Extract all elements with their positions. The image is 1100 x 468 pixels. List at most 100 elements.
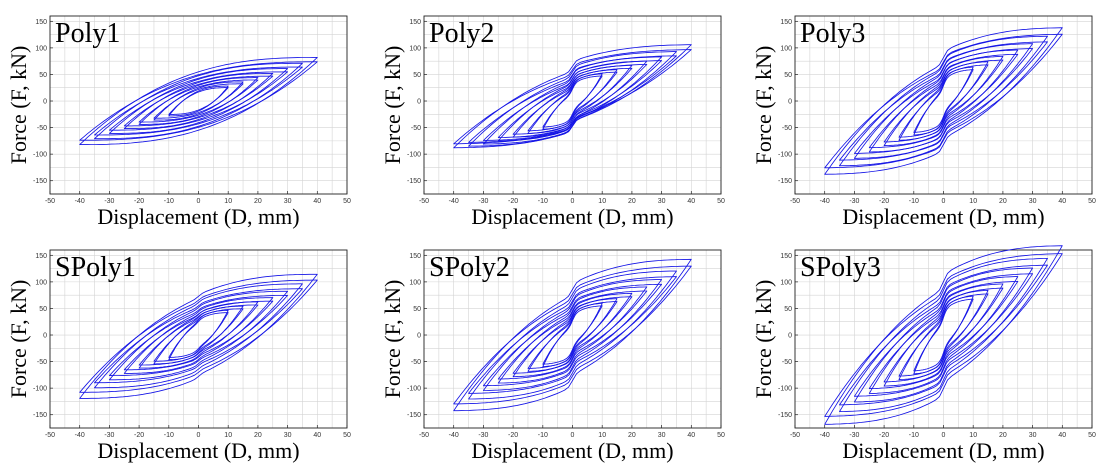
x-tick-label: -10 [164,198,174,205]
x-tick-label: -40 [75,432,85,439]
y-tick-label: 50 [39,306,47,313]
hysteresis-loop-40mm [824,27,1063,175]
panel-title: SPoly3 [800,252,881,283]
hysteresis-loop-25mm [497,63,648,139]
hysteresis-loop-25mm [868,276,1019,394]
y-tick-label: 100 [780,45,792,52]
hysteresis-loop-35mm [839,257,1048,413]
y-tick-label: 50 [784,72,792,79]
y-tick-label: 0 [788,99,792,106]
hysteresis-loop-30mm [853,48,1034,154]
series-hysteresis [824,27,1063,175]
y-tick-label: 100 [409,279,421,286]
x-tick-label: -30 [478,432,488,439]
hysteresis-loop-30mm [108,294,289,377]
hysteresis-loop-35mm [94,283,303,389]
x-tick-label: -20 [879,432,889,439]
y-tick-label: -100 [778,152,792,159]
x-tick-label: 20 [254,198,262,205]
y-tick-label: 150 [35,253,47,260]
y-axis-title: Force (F, kN) [751,46,776,165]
hysteresis-loop-10mm [913,69,974,133]
hysteresis-loop-30mm [853,273,1034,397]
x-tick-label: -20 [508,432,518,439]
x-tick-label: 0 [942,432,946,439]
hysteresis-loop-35mm [94,66,303,136]
hysteresis-loop-40mm [453,49,692,145]
y-tick-label: -150 [778,412,792,419]
chart-panel-spoly2: -50 -40 -30 -20 -10 0 10 20 30 40 50-150-100-50050… [380,249,725,463]
y-tick-label: -50 [37,359,47,366]
hysteresis-loop-15mm [527,71,618,132]
chart-panel-spoly1: -50 -40 -30 -20 -10 0 10 20 30 40 50-150-100-50050… [6,249,351,463]
hysteresis-loop-40mm [79,61,318,141]
hysteresis-loop-40mm [79,56,318,146]
y-tick-label: -100 [778,386,792,393]
chart-panel-poly1: -50 -40 -30 -20 -10 0 10 20 30 40 50-150-100-50050… [6,15,351,229]
y-axis-title: Force (F, kN) [6,46,31,165]
x-tick-label: -10 [164,432,174,439]
x-tick-label: -40 [75,198,85,205]
hysteresis-loop-25mm [497,286,648,384]
x-tick-label: -30 [849,432,859,439]
x-tick-label: 10 [598,198,606,205]
hysteresis-loop-25mm [123,297,274,374]
hysteresis-loop-15mm [527,301,618,369]
hysteresis-loop-30mm [482,60,663,141]
y-tick-label: -150 [33,412,47,419]
y-axis-title: Force (F, kN) [751,280,776,399]
y-tick-label: -100 [33,386,47,393]
series-hysteresis [79,56,318,146]
hysteresis-loop-40mm [453,44,692,149]
hysteresis-loop-30mm [108,71,289,131]
hysteresis-loop-25mm [123,75,274,127]
hysteresis-loop-20mm [138,301,259,369]
x-tick-label: 50 [717,198,725,205]
hysteresis-loop-20mm [883,59,1004,143]
hysteresis-loop-20mm [512,67,633,135]
hysteresis-loop-20mm [883,55,1004,147]
y-tick-label: -50 [37,125,47,132]
x-tick-label: 20 [628,198,636,205]
y-tick-label: 0 [417,333,421,340]
x-tick-label: -30 [478,198,488,205]
x-tick-label: -50 [790,432,800,439]
series-hysteresis [453,258,692,412]
x-tick-label: -40 [449,198,459,205]
x-tick-label: -20 [134,198,144,205]
x-tick-label: 40 [687,432,695,439]
x-tick-label: 20 [254,432,262,439]
hysteresis-loop-20mm [138,79,259,123]
hysteresis-loop-40mm [453,265,692,405]
hysteresis-loop-35mm [839,264,1048,406]
y-tick-label: 150 [409,19,421,26]
series-hysteresis [453,44,692,149]
hysteresis-loop-10mm [542,75,603,128]
x-tick-label: 30 [1029,432,1037,439]
hysteresis-loop-10mm [168,312,229,358]
x-tick-label: 20 [628,432,636,439]
x-tick-label: 50 [717,432,725,439]
y-tick-label: 100 [409,45,421,52]
x-tick-label: 50 [343,432,351,439]
y-tick-label: 150 [780,253,792,260]
x-tick-label: 10 [969,198,977,205]
chart-panel-poly2: -50 -40 -30 -20 -10 0 10 20 30 40 50-150-100-50050… [380,15,725,229]
hysteresis-loop-40mm [824,33,1063,169]
chart-panel-spoly3: -50 -40 -30 -20 -10 0 10 20 30 40 50-150-100-50050… [751,245,1096,463]
y-tick-label: 0 [788,333,792,340]
hysteresis-loop-25mm [868,280,1019,390]
hysteresis-loop-30mm [482,283,663,387]
hysteresis-loop-10mm [168,85,229,117]
hysteresis-loop-20mm [883,287,1004,383]
y-tick-label: 50 [39,72,47,79]
x-tick-label: 10 [969,432,977,439]
x-tick-label: 0 [197,432,201,439]
x-tick-label: -50 [45,432,55,439]
y-tick-label: -50 [782,125,792,132]
x-tick-label: -40 [820,432,830,439]
x-axis-title: Displacement (D, mm) [97,438,299,463]
panel-title: SPoly2 [429,252,510,283]
x-axis-title: Displacement (D, mm) [842,204,1044,229]
x-tick-label: 40 [1058,432,1066,439]
